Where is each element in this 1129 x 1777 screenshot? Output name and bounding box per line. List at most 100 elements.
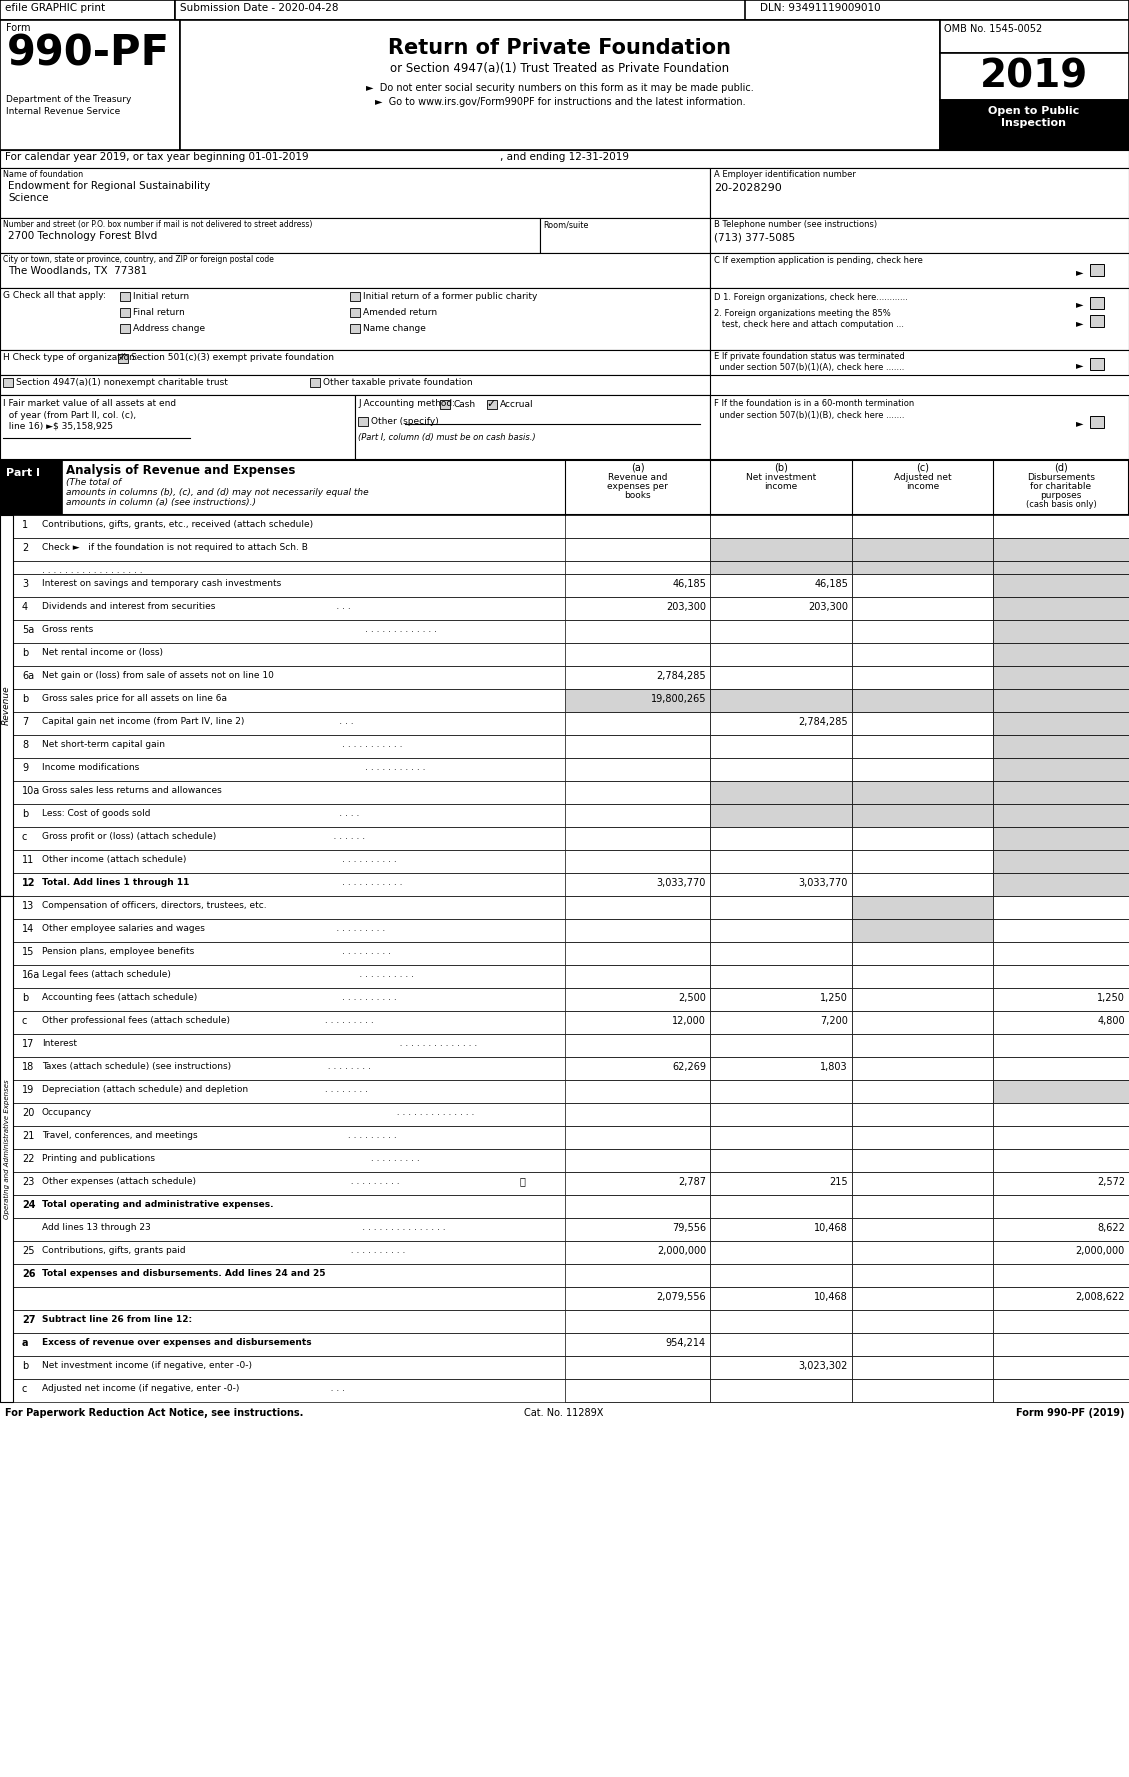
Bar: [994, 1150, 1129, 1173]
Text: 7: 7: [21, 716, 28, 727]
Text: 3: 3: [21, 579, 28, 588]
Text: ►: ►: [1076, 361, 1084, 370]
Bar: [0, 515, 1129, 538]
Bar: [994, 965, 1129, 988]
Text: Cat. No. 11289X: Cat. No. 11289X: [524, 1407, 604, 1418]
Text: 46,185: 46,185: [814, 579, 848, 588]
Bar: [540, 219, 710, 252]
Bar: [0, 1127, 1129, 1150]
Text: 1,250: 1,250: [820, 993, 848, 1002]
Bar: [0, 288, 710, 350]
Bar: [994, 1240, 1129, 1263]
Bar: [852, 1173, 994, 1194]
Bar: [940, 53, 1129, 100]
Text: Interest on savings and temporary cash investments: Interest on savings and temporary cash i…: [42, 579, 281, 588]
Text: . . . . . . . . . . .: . . . . . . . . . . .: [322, 878, 403, 887]
Bar: [994, 1333, 1129, 1356]
Bar: [0, 689, 1129, 713]
Bar: [994, 1356, 1129, 1379]
Bar: [994, 759, 1129, 782]
Text: Science: Science: [8, 194, 49, 203]
Bar: [994, 1194, 1129, 1217]
Text: G Check all that apply:: G Check all that apply:: [3, 291, 106, 300]
Text: Other income (attach schedule): Other income (attach schedule): [42, 855, 186, 864]
Bar: [120, 307, 130, 316]
Bar: [710, 1379, 852, 1402]
Text: Travel, conferences, and meetings: Travel, conferences, and meetings: [42, 1130, 198, 1141]
Bar: [710, 896, 852, 919]
Bar: [710, 873, 852, 896]
Text: For Paperwork Reduction Act Notice, see instructions.: For Paperwork Reduction Act Notice, see …: [5, 1407, 304, 1418]
Bar: [852, 643, 994, 666]
Text: purposes: purposes: [1040, 490, 1082, 499]
Text: b: b: [21, 809, 28, 819]
Bar: [0, 919, 1129, 942]
Text: ✓: ✓: [485, 400, 496, 409]
Text: Compensation of officers, directors, trustees, etc.: Compensation of officers, directors, tru…: [42, 901, 266, 910]
Bar: [350, 307, 360, 316]
Text: J Accounting method:: J Accounting method:: [358, 400, 455, 409]
Bar: [994, 1104, 1129, 1127]
Bar: [120, 291, 130, 300]
Text: Number and street (or P.O. box number if mail is not delivered to street address: Number and street (or P.O. box number if…: [3, 220, 313, 229]
Bar: [852, 562, 994, 574]
Text: 954,214: 954,214: [666, 1338, 706, 1349]
Bar: [852, 1034, 994, 1057]
Bar: [3, 379, 14, 387]
Text: Check ►   if the foundation is not required to attach Sch. B: Check ► if the foundation is not require…: [42, 544, 308, 553]
Text: a: a: [21, 1338, 28, 1349]
Text: 6a: 6a: [21, 672, 34, 681]
Text: 2,572: 2,572: [1097, 1176, 1124, 1187]
Bar: [0, 1356, 1129, 1379]
Bar: [994, 597, 1129, 620]
Text: Other taxable private foundation: Other taxable private foundation: [323, 379, 473, 387]
Bar: [564, 849, 710, 873]
Text: c: c: [21, 832, 27, 842]
Bar: [564, 1333, 710, 1356]
Bar: [564, 1379, 710, 1402]
Text: Room/suite: Room/suite: [543, 220, 588, 229]
Bar: [0, 826, 1129, 849]
Text: . . . . . . . . .: . . . . . . . . .: [322, 947, 391, 956]
Text: Internal Revenue Service: Internal Revenue Service: [6, 107, 121, 116]
Bar: [710, 574, 852, 597]
Text: 19: 19: [21, 1086, 34, 1095]
Bar: [710, 942, 852, 965]
Bar: [0, 1194, 1129, 1217]
Bar: [564, 1287, 710, 1310]
Text: Gross rents: Gross rents: [42, 626, 94, 634]
Bar: [0, 1333, 1129, 1356]
Text: A Employer identification number: A Employer identification number: [714, 171, 856, 179]
Bar: [0, 873, 1129, 896]
Bar: [0, 849, 1129, 873]
Bar: [710, 562, 852, 574]
Text: 2,784,285: 2,784,285: [656, 672, 706, 681]
Text: . . . . . . . . . . . . . .: . . . . . . . . . . . . . .: [322, 1109, 474, 1118]
Bar: [710, 1150, 852, 1173]
Bar: [564, 1217, 710, 1240]
Bar: [994, 849, 1129, 873]
Text: 215: 215: [830, 1176, 848, 1187]
Bar: [564, 896, 710, 919]
Bar: [994, 1263, 1129, 1287]
Text: c: c: [21, 1016, 27, 1025]
Bar: [852, 736, 994, 759]
Bar: [710, 1034, 852, 1057]
Text: Less: Cost of goods sold: Less: Cost of goods sold: [42, 809, 150, 817]
Bar: [310, 379, 320, 387]
Text: ►  Go to www.irs.gov/Form990PF for instructions and the latest information.: ► Go to www.irs.gov/Form990PF for instru…: [375, 98, 745, 107]
Bar: [994, 1379, 1129, 1402]
Text: . . . . . . . . .: . . . . . . . . .: [322, 1130, 396, 1141]
Text: 3,033,770: 3,033,770: [798, 878, 848, 888]
Bar: [852, 1263, 994, 1287]
Text: 15: 15: [21, 947, 34, 958]
Bar: [0, 643, 1129, 666]
Text: 990-PF: 990-PF: [7, 34, 170, 75]
Bar: [0, 149, 1129, 169]
Bar: [0, 350, 710, 375]
Text: Occupancy: Occupancy: [42, 1109, 93, 1118]
Bar: [0, 219, 540, 252]
Bar: [852, 759, 994, 782]
Text: Total. Add lines 1 through 11: Total. Add lines 1 through 11: [42, 878, 190, 887]
Text: (cash basis only): (cash basis only): [1025, 499, 1096, 508]
